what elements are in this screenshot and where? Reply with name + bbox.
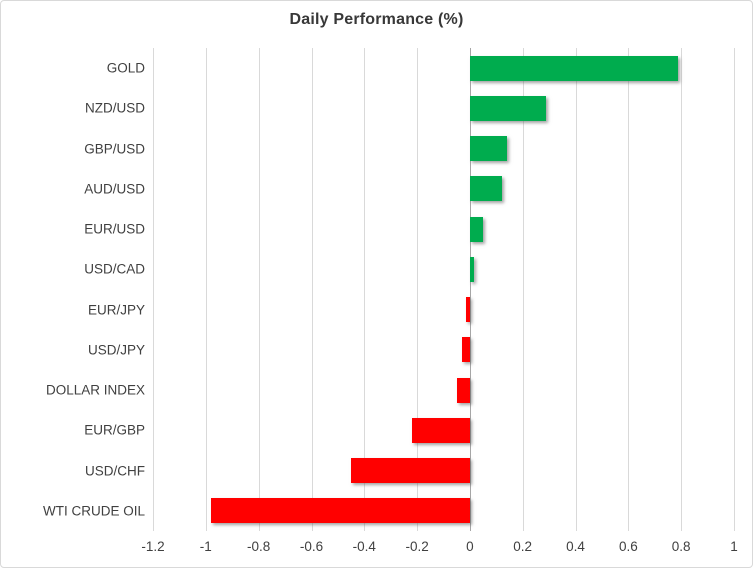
tick-label-0.2: 0.2 — [513, 539, 533, 554]
gridline-0.8 — [681, 48, 683, 531]
bar-gbp-usd — [469, 136, 507, 162]
tick-label-0.8: 0.8 — [671, 539, 691, 554]
gridline-0.4 — [575, 48, 577, 531]
gridline--0.4 — [364, 48, 366, 531]
bar-usd-chf — [351, 458, 470, 484]
gridline--1.2 — [153, 48, 154, 531]
bar-gold — [469, 55, 679, 81]
bar-usd-cad — [469, 256, 474, 282]
category-label-gold: GOLD — [106, 60, 145, 76]
bar-dollar-index — [456, 377, 470, 403]
chart-title: Daily Performance (%) — [289, 11, 464, 28]
gridline--0.8 — [258, 48, 260, 531]
gridline--0.6 — [311, 48, 313, 531]
tick-label-1: 1 — [730, 539, 738, 554]
bar-eur-gbp — [411, 417, 470, 443]
tick-label--0.6: -0.6 — [299, 539, 324, 554]
tick-label--0.2: -0.2 — [405, 539, 429, 554]
tick-label--1.2: -1.2 — [141, 539, 165, 554]
category-label-eur-gbp: EUR/GBP — [84, 422, 145, 438]
tick-label--0.4: -0.4 — [352, 539, 376, 554]
category-label-usd-chf: USD/CHF — [85, 463, 145, 479]
bar-aud-usd — [469, 176, 502, 202]
category-label-eur-jpy: EUR/JPY — [87, 302, 145, 318]
category-label-aud-usd: AUD/USD — [84, 181, 145, 197]
gridline-0.2 — [522, 48, 524, 531]
category-label-eur-usd: EUR/USD — [84, 221, 145, 237]
gridline-0.6 — [628, 48, 630, 531]
gridline-1 — [734, 48, 735, 531]
tick-label--1: -1 — [199, 539, 212, 554]
zero-axis-line — [469, 48, 471, 531]
bar-nzd-usd — [469, 95, 547, 121]
bar-wti-crude-oil — [211, 498, 470, 524]
tick-label-0: 0 — [466, 539, 474, 554]
category-label-gbp-usd: GBP/USD — [84, 141, 145, 157]
gridline--1 — [205, 48, 207, 531]
bar-usd-jpy — [462, 337, 470, 363]
gridline--0.2 — [417, 48, 419, 531]
category-label-usd-cad: USD/CAD — [84, 261, 145, 277]
category-label-nzd-usd: NZD/USD — [85, 100, 145, 116]
tick-label-0.6: 0.6 — [619, 539, 638, 554]
tick-label--0.8: -0.8 — [246, 539, 271, 554]
tick-label-0.4: 0.4 — [566, 539, 585, 554]
plot-area — [153, 48, 735, 531]
category-label-usd-jpy: USD/JPY — [87, 342, 145, 358]
bar-eur-jpy — [465, 297, 470, 323]
category-label-wti-crude-oil: WTI CRUDE OIL — [42, 503, 145, 519]
category-label-dollar-index: DOLLAR INDEX — [45, 382, 145, 398]
bar-eur-usd — [469, 216, 484, 242]
